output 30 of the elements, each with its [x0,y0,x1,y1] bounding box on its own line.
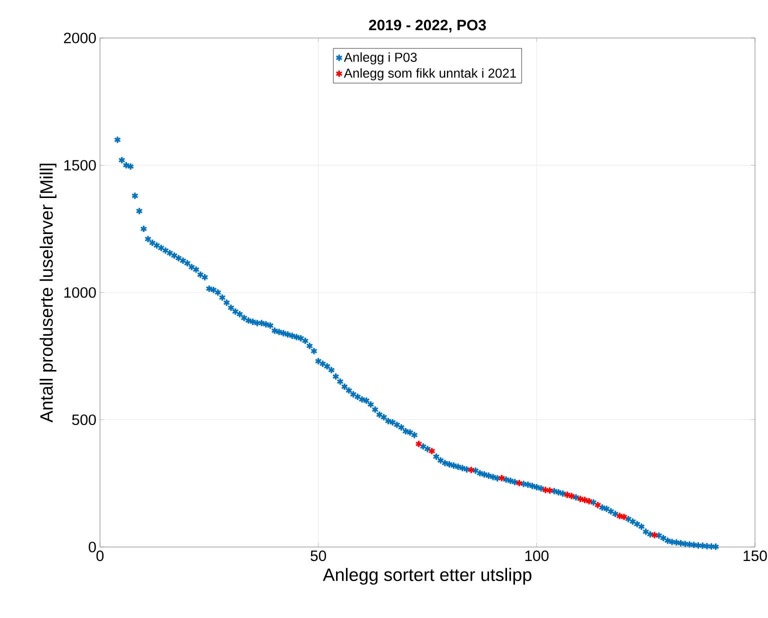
legend-label: Anlegg som fikk unntak i 2021 [344,68,516,80]
point [542,486,549,494]
y-tick-label: 0 [88,542,96,552]
point [568,492,576,500]
chart-title: 2019 - 2022, PO3 [369,20,486,32]
y-tick-label: 1000 [64,287,96,298]
point [498,474,506,482]
x-tick-label: 150 [744,550,767,562]
y-tick-label: 1500 [64,160,96,171]
point [586,497,593,506]
x-axis-title: Anlegg sortert etter utslipp [322,568,532,585]
point [620,512,628,521]
point [594,501,602,509]
point [576,494,584,503]
point [415,440,422,448]
point [546,486,554,494]
point [581,496,588,504]
point [616,512,624,520]
y-tick-label: 500 [72,414,96,426]
x-tick-label: 0 [96,550,104,562]
x-tick-label: 50 [310,550,326,562]
point [468,466,475,474]
point [564,490,571,499]
y-tick-label: 2000 [64,32,96,44]
x-tick-label: 100 [525,550,549,562]
y-axis-title: Antall produserte luselarver [Mill] [40,164,56,423]
legend-label: Anlegg i P03 [344,52,417,64]
point [516,479,523,488]
point [428,447,436,456]
point [651,531,658,540]
